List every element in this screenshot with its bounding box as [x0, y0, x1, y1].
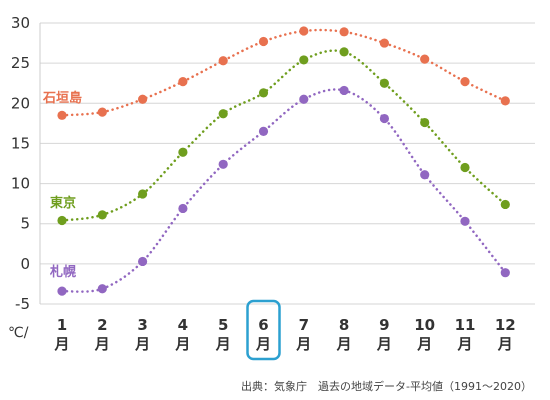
data-point [299, 55, 309, 65]
x-tick-label: 5 [218, 316, 228, 334]
data-point [178, 203, 188, 214]
x-tick-label: 9 [379, 316, 389, 334]
data-point [339, 47, 349, 57]
x-tick-suffix: 月 [376, 335, 392, 353]
highlight-box [246, 299, 281, 361]
series-name-label: 石垣島 [42, 90, 82, 106]
series-name-label: 東京 [50, 195, 76, 211]
x-tick-label: 11 [455, 316, 476, 334]
data-point [138, 94, 148, 104]
unit-label: ℃/ [8, 325, 29, 341]
data-point [97, 107, 107, 117]
y-tick-label: 5 [20, 215, 30, 233]
series [57, 26, 510, 296]
data-point [299, 94, 309, 104]
series-line [60, 28, 507, 117]
x-tick-label: 8 [339, 316, 349, 334]
data-point [339, 27, 349, 37]
data-point [500, 268, 510, 278]
data-point [460, 162, 470, 173]
x-tick-suffix: 月 [416, 335, 432, 353]
data-point [379, 78, 389, 88]
grid [39, 22, 535, 305]
data-point [339, 85, 349, 96]
data-point [218, 109, 228, 119]
data-point [57, 215, 67, 226]
data-point [218, 56, 228, 66]
y-tick-label: 15 [11, 134, 30, 152]
series-line [60, 49, 507, 222]
x-tick-label: 10 [414, 316, 435, 334]
x-tick-label: 3 [137, 316, 147, 334]
series-line [60, 88, 507, 293]
x-tick-suffix: 月 [255, 335, 271, 353]
data-point [57, 110, 67, 120]
y-tick-label: -5 [15, 295, 30, 313]
data-point [138, 189, 148, 199]
data-point [178, 77, 188, 87]
x-tick-suffix: 月 [53, 335, 69, 353]
x-tick-suffix: 月 [174, 335, 190, 353]
y-axis-ticks: -5 0 5 10 15 20 25 30 [11, 14, 30, 313]
series-name-label: 札幌 [49, 264, 76, 280]
y-tick-label: 25 [11, 54, 30, 72]
data-point [97, 284, 107, 294]
y-tick-label: 0 [20, 255, 30, 273]
x-tick-label: 2 [97, 316, 107, 334]
data-point [97, 210, 107, 220]
x-tick-label: 7 [299, 316, 309, 334]
y-tick-label: 10 [11, 175, 30, 193]
x-tick-suffix: 月 [497, 335, 513, 353]
data-point [57, 286, 67, 296]
data-point [420, 54, 430, 64]
data-point [258, 88, 269, 98]
data-point [218, 159, 228, 169]
source-note: 出典：気象庁 過去の地域データ-平均値（1991～2020） [241, 380, 532, 393]
data-point [379, 38, 389, 48]
data-point [379, 113, 389, 124]
y-tick-label: 30 [11, 14, 30, 32]
x-tick-label: 12 [495, 316, 516, 334]
data-point [460, 77, 470, 87]
x-tick-suffix: 月 [94, 335, 110, 353]
data-point [258, 126, 269, 136]
data-point [460, 216, 470, 226]
data-point [500, 199, 510, 210]
x-tick-suffix: 月 [134, 335, 150, 353]
data-point [420, 170, 430, 180]
x-tick-suffix: 月 [336, 335, 352, 353]
data-point [500, 96, 510, 106]
x-tick-label: 6 [258, 316, 268, 334]
y-tick-label: 20 [11, 94, 30, 112]
x-tick-label: 4 [178, 316, 188, 334]
data-point [138, 256, 148, 267]
x-tick-label: 1 [57, 316, 67, 334]
data-point [299, 26, 309, 36]
x-tick-suffix: 月 [215, 335, 231, 353]
x-tick-suffix: 月 [295, 335, 311, 353]
data-point [258, 36, 269, 47]
data-point [420, 117, 430, 128]
data-point [178, 147, 188, 157]
x-tick-suffix: 月 [456, 335, 472, 353]
